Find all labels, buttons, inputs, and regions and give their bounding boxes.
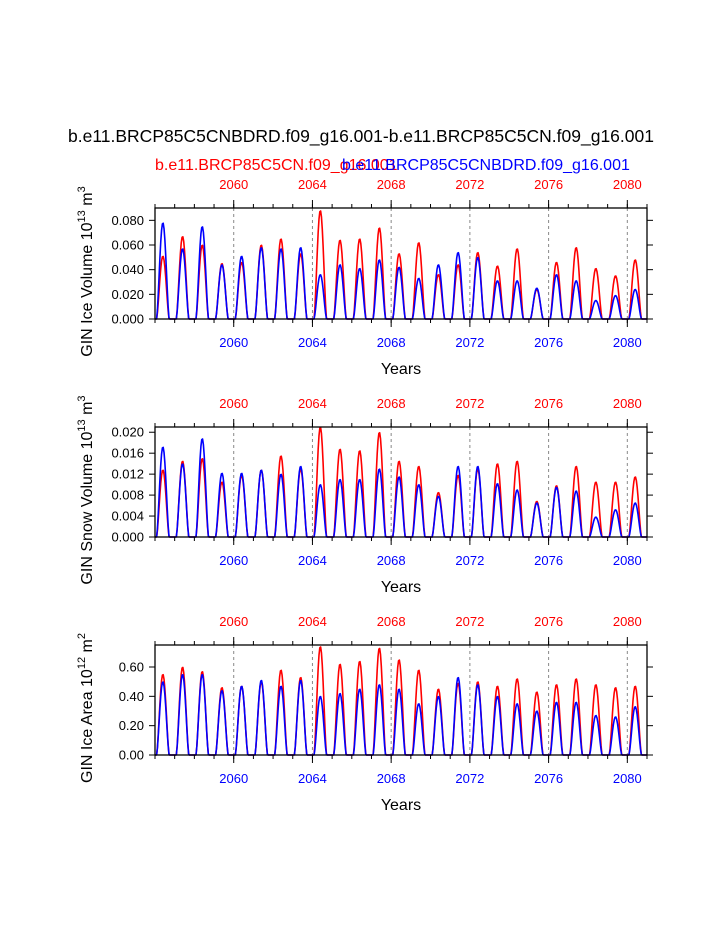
x-tick-label-bottom: 2076 <box>534 335 563 350</box>
x-tick-label-top: 2068 <box>377 614 406 629</box>
x-tick-label-bottom: 2076 <box>534 771 563 786</box>
x-tick-label-bottom: 2064 <box>298 335 327 350</box>
y-tick-label: 0.40 <box>119 689 144 704</box>
subtitle-case-blue: b.e11.BRCP85C5CNBDRD.f09_g16.001 <box>342 157 630 174</box>
x-tick-label-top: 2076 <box>534 614 563 629</box>
y-tick-label: 0.020 <box>111 425 144 440</box>
x-axis-label: Years <box>381 579 421 596</box>
x-tick-label-top: 2064 <box>298 396 327 411</box>
x-tick-label-bottom: 2060 <box>219 335 248 350</box>
y-tick-label: 0.060 <box>111 238 144 253</box>
x-tick-label-top: 2064 <box>298 177 327 192</box>
subtitle-case-red: b.e11.BRCP85C5CN.f09_g16.001 <box>155 157 398 174</box>
x-tick-label-bottom: 2072 <box>455 335 484 350</box>
panels-group: 0.000 0.020 0.040 0.060 0.080 2060 2060 2064 206… <box>76 177 653 814</box>
y-tick-label: 0.000 <box>111 530 144 545</box>
chart-title: b.e11.BRCP85C5CNBDRD.f09_g16.001-b.e11.B… <box>68 126 654 147</box>
x-tick-label-bottom: 2060 <box>219 771 248 786</box>
x-tick-label-bottom: 2060 <box>219 553 248 568</box>
x-tick-label-bottom: 2068 <box>377 335 406 350</box>
x-tick-label-bottom: 2064 <box>298 553 327 568</box>
x-tick-label-bottom: 2068 <box>377 553 406 568</box>
y-tick-label: 0.008 <box>111 488 144 503</box>
x-tick-label-bottom: 2080 <box>613 771 642 786</box>
x-tick-label-top: 2080 <box>613 396 642 411</box>
x-tick-label-top: 2076 <box>534 396 563 411</box>
y-tick-label: 0.00 <box>119 748 144 763</box>
y-tick-label: 0.20 <box>119 718 144 733</box>
x-tick-label-top: 2064 <box>298 614 327 629</box>
x-tick-label-bottom: 2080 <box>613 553 642 568</box>
x-axis-label: Years <box>381 361 421 378</box>
y-tick-label: 0.60 <box>119 660 144 675</box>
x-tick-label-top: 2068 <box>377 177 406 192</box>
y-tick-label: 0.020 <box>111 287 144 302</box>
x-tick-label-bottom: 2072 <box>455 771 484 786</box>
x-tick-label-bottom: 2072 <box>455 553 484 568</box>
y-tick-label: 0.040 <box>111 262 144 277</box>
y-axis-label: GIN Snow Volume 1013 m3 <box>76 395 96 584</box>
y-tick-label: 0.000 <box>111 312 144 327</box>
y-tick-label: 0.016 <box>111 446 144 461</box>
x-tick-label-top: 2060 <box>219 396 248 411</box>
plot-frame <box>154 644 648 756</box>
x-tick-label-top: 2076 <box>534 177 563 192</box>
panel-1: 0.000 0.020 0.040 0.060 0.080 2060 2060 2064 206… <box>76 177 653 378</box>
x-tick-label-top: 2072 <box>455 614 484 629</box>
x-tick-label-bottom: 2080 <box>613 335 642 350</box>
x-tick-label-top: 2072 <box>455 177 484 192</box>
x-tick-label-top: 2060 <box>219 177 248 192</box>
x-tick-label-bottom: 2064 <box>298 771 327 786</box>
y-axis-label: GIN Ice Area 1012 m2 <box>76 633 96 783</box>
y-tick-label: 0.080 <box>111 213 144 228</box>
y-axis-label: GIN Ice Volume 1013 m3 <box>76 186 96 356</box>
plot-frame <box>154 207 648 320</box>
x-tick-label-top: 2060 <box>219 614 248 629</box>
panel-2: 0.000 0.004 0.008 0.012 0.016 0.020 2060 2060 20… <box>76 395 653 596</box>
x-tick-label-top: 2072 <box>455 396 484 411</box>
x-tick-label-top: 2068 <box>377 396 406 411</box>
x-tick-label-top: 2080 <box>613 614 642 629</box>
x-tick-label-bottom: 2068 <box>377 771 406 786</box>
x-tick-label-bottom: 2076 <box>534 553 563 568</box>
x-tick-label-top: 2080 <box>613 177 642 192</box>
plot-frame <box>154 426 648 538</box>
y-tick-label: 0.004 <box>111 509 144 524</box>
x-axis-label: Years <box>381 797 421 814</box>
y-tick-label: 0.012 <box>111 467 144 482</box>
panel-3: 0.00 0.20 0.40 0.60 2060 2060 2064 2064 2068 2068… <box>76 614 653 814</box>
series-line-red <box>155 210 647 320</box>
